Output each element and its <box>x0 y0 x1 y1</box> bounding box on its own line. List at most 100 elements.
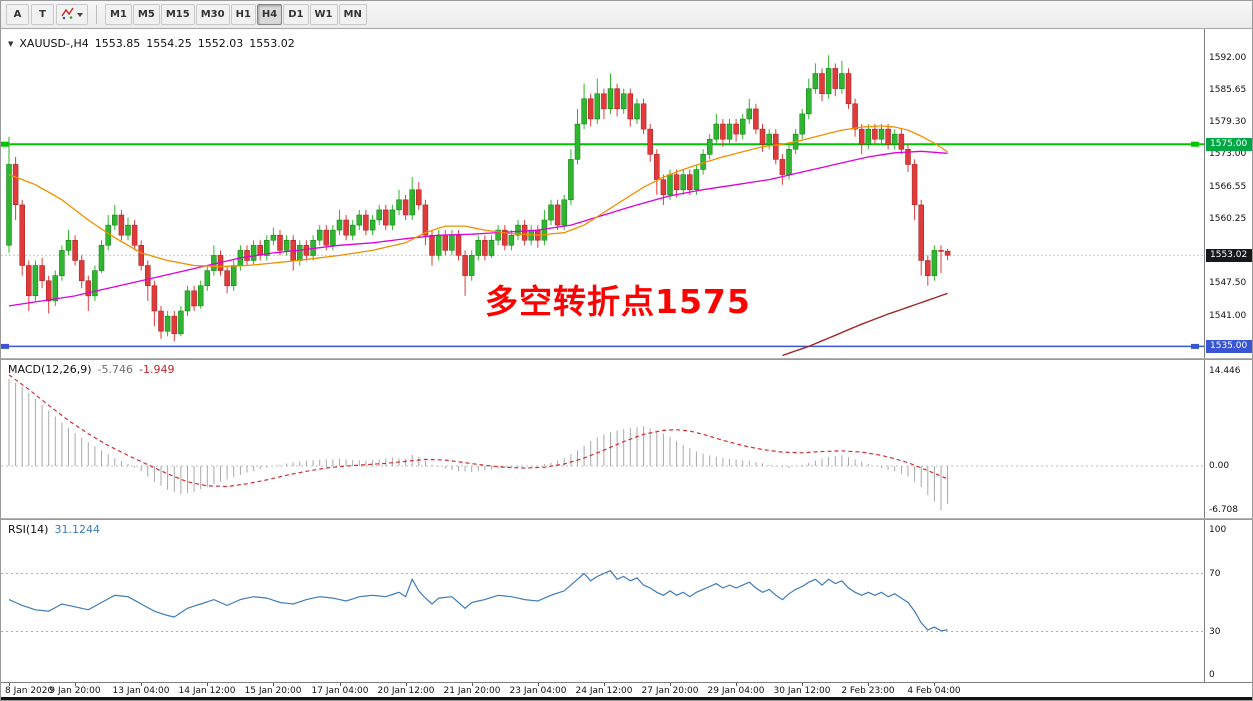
macd-tick-14.446: 14.446 <box>1209 365 1241 376</box>
dropdown-arrow-icon <box>77 12 83 17</box>
macd-signal-value: -1.949 <box>139 363 175 376</box>
macd-header: MACD(12,26,9) -5.746 -1.949 <box>8 363 174 376</box>
time-tick <box>273 683 274 686</box>
ohlc-low-value: 1552.03 <box>197 37 244 50</box>
time-tick <box>934 683 935 686</box>
timeframe-button-m30[interactable]: M30 <box>195 4 230 25</box>
time-label: 15 Jan 20:00 <box>244 686 302 696</box>
timeframe-button-w1[interactable]: W1 <box>309 4 338 25</box>
rsi-tick-0: 0 <box>1209 670 1215 680</box>
macd-signal-line <box>8 374 948 488</box>
macd-indicator-panel[interactable] <box>1 360 1204 518</box>
ma-long-line <box>782 292 948 357</box>
ma-slow-line <box>8 150 948 307</box>
time-tick <box>9 683 10 686</box>
drawing-objects-dropdown-button[interactable] <box>56 4 88 25</box>
price-tick-1560.25: 1560.25 <box>1209 213 1247 224</box>
time-label: 9 Jan 20:00 <box>49 686 101 696</box>
timeframe-button-group: M1 M5 M15 M30 H1 H4 D1 W1 MN <box>105 4 367 25</box>
time-label: 21 Jan 20:00 <box>443 686 501 696</box>
panel-splitter-rsi[interactable] <box>1 518 1252 520</box>
rsi-indicator-panel[interactable] <box>1 520 1204 682</box>
time-label: 8 Jan 2020 <box>5 686 54 696</box>
window-bottom-edge <box>1 697 1252 700</box>
price-chart-svg <box>1 55 1204 357</box>
rsi-header: RSI(14) 31.1244 <box>8 523 100 536</box>
main-chart-area[interactable] <box>1 29 1204 358</box>
time-label: 20 Jan 12:00 <box>377 686 435 696</box>
current-price-badge: 1553.02 <box>1206 248 1252 262</box>
timeframe-button-m5[interactable]: M5 <box>132 4 160 25</box>
hline-left-handle[interactable] <box>1 343 9 349</box>
price-tick-1541.00: 1541.00 <box>1209 311 1247 322</box>
time-tick <box>670 683 671 686</box>
timeframe-button-m15[interactable]: M15 <box>160 4 195 25</box>
panel-splitter-macd[interactable] <box>1 358 1252 360</box>
rsi-title: RSI(14) <box>8 523 49 536</box>
rsi-line <box>8 569 948 632</box>
timeframe-button-m1[interactable]: M1 <box>105 4 132 25</box>
time-axis[interactable]: 8 Jan 2020 9 Jan 20:00 13 Jan 04:00 14 Jan … <box>1 682 1252 697</box>
macd-tick-0.00: 0.00 <box>1209 461 1230 471</box>
chart-menu-icon[interactable]: ▼ <box>8 40 14 48</box>
toolbar: A T M1 M5 M15 M30 H1 H4 D1 W1 MN <box>1 1 1252 29</box>
rsi-value: 31.1244 <box>54 523 100 536</box>
price-tick-1585.65: 1585.65 <box>1209 85 1247 96</box>
hline-price-badge-1575.00: 1575.00 <box>1206 137 1252 151</box>
price-tick-1573.00: 1573.00 <box>1209 149 1247 160</box>
timeframe-button-h1[interactable]: H1 <box>230 4 256 25</box>
time-tick <box>868 683 869 686</box>
price-tick-1566.55: 1566.55 <box>1209 181 1247 192</box>
chart-header: ▼ XAUUSD-,H4 1553.85 1554.25 1552.03 155… <box>8 37 295 50</box>
time-tick <box>141 683 142 686</box>
time-tick <box>75 683 76 686</box>
hline-left-handle[interactable] <box>1 141 9 147</box>
time-tick <box>736 683 737 686</box>
time-label: 2 Feb 23:00 <box>841 686 895 696</box>
rsi-svg <box>1 569 1204 632</box>
macd-main-value: -5.746 <box>97 363 134 376</box>
time-label: 23 Jan 04:00 <box>509 686 567 696</box>
hline-price-badge-1535.00: 1535.00 <box>1206 339 1252 353</box>
time-label: 30 Jan 12:00 <box>773 686 831 696</box>
time-tick <box>472 683 473 686</box>
drawing-tools-icon <box>61 7 74 23</box>
time-label: 4 Feb 04:00 <box>907 686 961 696</box>
time-tick <box>406 683 407 686</box>
hline-right-handle[interactable] <box>1191 343 1199 349</box>
symbol-timeframe-label: XAUUSD-,H4 <box>19 37 89 50</box>
price-tick-1547.50: 1547.50 <box>1209 278 1247 289</box>
timeframe-button-d1[interactable]: D1 <box>283 4 309 25</box>
hline-right-handle[interactable] <box>1191 141 1199 147</box>
ma-fast-line <box>8 125 948 268</box>
macd-title: MACD(12,26,9) <box>8 363 92 376</box>
ohlc-close-value: 1553.02 <box>249 37 295 50</box>
timeframe-button-h4[interactable]: H4 <box>256 4 283 25</box>
ohlc-open-value: 1553.85 <box>94 37 141 50</box>
time-label: 17 Jan 04:00 <box>311 686 369 696</box>
time-label: 14 Jan 12:00 <box>178 686 236 696</box>
time-label: 13 Jan 04:00 <box>112 686 170 696</box>
time-label: 27 Jan 20:00 <box>641 686 699 696</box>
text-tool-button[interactable]: T <box>31 4 54 25</box>
chart-annotation-text[interactable]: 多空转折点1575 <box>485 282 751 321</box>
time-label: 29 Jan 04:00 <box>707 686 765 696</box>
time-tick <box>604 683 605 686</box>
arrow-tool-button[interactable]: A <box>6 4 29 25</box>
price-scale[interactable]: 1592.00 1585.65 1579.30 1573.00 1566.55 1560.… <box>1204 29 1252 682</box>
time-tick <box>207 683 208 686</box>
price-tick-1592.00: 1592.00 <box>1209 53 1247 64</box>
rsi-tick-30: 30 <box>1209 626 1221 637</box>
rsi-tick-100: 100 <box>1209 525 1227 535</box>
toolbar-separator <box>96 5 97 24</box>
time-tick <box>340 683 341 686</box>
time-tick <box>538 683 539 686</box>
time-tick <box>802 683 803 686</box>
timeframe-button-mn[interactable]: MN <box>338 4 367 25</box>
price-tick-1579.30: 1579.30 <box>1209 117 1247 128</box>
macd-svg <box>1 374 1204 511</box>
macd-tick--6.708: -6.708 <box>1209 505 1239 516</box>
time-label: 24 Jan 12:00 <box>575 686 633 696</box>
rsi-tick-70: 70 <box>1209 568 1221 579</box>
